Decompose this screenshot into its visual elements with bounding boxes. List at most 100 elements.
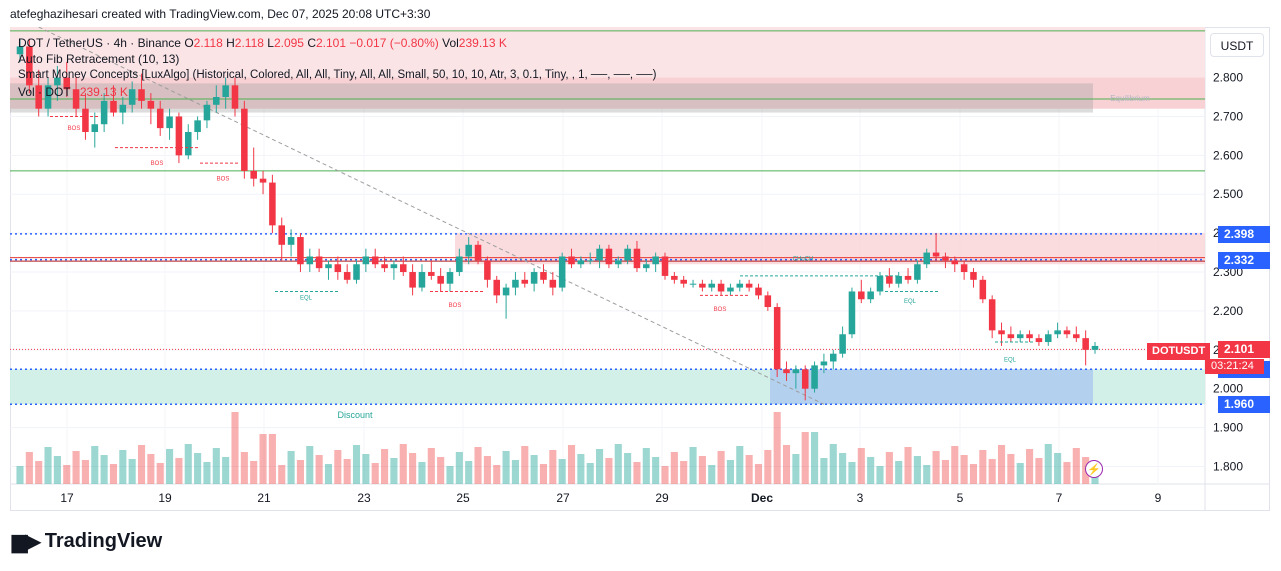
legend-symbol[interactable]: DOT / TetherUS · 4h · Binance: [18, 36, 181, 50]
candle[interactable]: [923, 252, 931, 265]
candle[interactable]: [951, 260, 959, 265]
candle[interactable]: [736, 283, 744, 288]
candle[interactable]: [194, 120, 201, 133]
candle[interactable]: [521, 279, 529, 284]
candle[interactable]: [652, 256, 659, 265]
lightning-icon[interactable]: ⚡: [1085, 460, 1103, 478]
candle[interactable]: [147, 100, 155, 109]
candle[interactable]: [1007, 334, 1015, 339]
candle[interactable]: [1082, 338, 1089, 350]
candle[interactable]: [334, 264, 342, 273]
candle[interactable]: [287, 237, 295, 245]
candle[interactable]: [1044, 334, 1052, 343]
candle[interactable]: [446, 272, 454, 284]
candle[interactable]: [886, 275, 893, 284]
candle[interactable]: [315, 256, 323, 269]
candle[interactable]: [184, 132, 192, 156]
candle[interactable]: [278, 225, 286, 245]
candle[interactable]: [633, 248, 641, 269]
candle[interactable]: [297, 237, 304, 265]
candle[interactable]: [26, 46, 33, 86]
candle[interactable]: [502, 287, 510, 296]
candle[interactable]: [530, 272, 538, 284]
candle[interactable]: [259, 178, 267, 183]
candle[interactable]: [166, 116, 173, 129]
candle[interactable]: [325, 264, 332, 269]
candle[interactable]: [792, 369, 800, 374]
candle[interactable]: [399, 264, 407, 273]
candle[interactable]: [680, 279, 687, 284]
candle[interactable]: [783, 369, 790, 374]
candle[interactable]: [54, 77, 61, 86]
candle[interactable]: [213, 97, 220, 105]
candle[interactable]: [100, 100, 108, 125]
candle[interactable]: [390, 264, 398, 269]
candle[interactable]: [624, 248, 631, 261]
candle[interactable]: [128, 89, 136, 105]
candle[interactable]: [138, 89, 145, 101]
candle[interactable]: [362, 256, 370, 265]
candle[interactable]: [773, 307, 781, 370]
candle[interactable]: [72, 89, 80, 109]
candle[interactable]: [241, 108, 248, 171]
candle[interactable]: [614, 260, 622, 265]
candle[interactable]: [699, 283, 706, 288]
candle[interactable]: [661, 256, 669, 276]
candle[interactable]: [829, 353, 837, 362]
candle[interactable]: [755, 287, 762, 296]
candle[interactable]: [998, 330, 1005, 335]
candle[interactable]: [110, 100, 117, 113]
candle[interactable]: [1054, 330, 1061, 335]
candle[interactable]: [119, 104, 127, 113]
candle[interactable]: [156, 108, 164, 129]
candle[interactable]: [222, 85, 229, 98]
candle[interactable]: [596, 248, 603, 261]
candle[interactable]: [979, 279, 987, 300]
candle[interactable]: [306, 256, 314, 265]
price-chart[interactable]: 2.8002.7002.6002.5002.4002.3002.2002.100…: [10, 27, 1270, 511]
candle[interactable]: [904, 275, 912, 280]
candle[interactable]: [914, 264, 921, 280]
candle[interactable]: [1026, 334, 1033, 339]
candle[interactable]: [474, 244, 482, 261]
candle[interactable]: [932, 252, 940, 257]
candle[interactable]: [605, 248, 613, 265]
candle[interactable]: [727, 287, 734, 292]
candle[interactable]: [35, 85, 42, 109]
candle[interactable]: [91, 124, 99, 133]
candle[interactable]: [231, 85, 239, 109]
candle[interactable]: [988, 299, 996, 331]
tradingview-logo[interactable]: ▆▶ TradingView: [12, 529, 162, 554]
candle[interactable]: [512, 279, 519, 288]
candle[interactable]: [942, 256, 949, 261]
candle[interactable]: [540, 272, 547, 280]
candle[interactable]: [801, 369, 809, 389]
candle[interactable]: [970, 272, 977, 280]
candle[interactable]: [428, 272, 435, 276]
candle[interactable]: [418, 272, 426, 288]
candle[interactable]: [269, 182, 276, 226]
candle[interactable]: [643, 264, 650, 269]
candle[interactable]: [568, 256, 575, 265]
candle[interactable]: [820, 361, 828, 366]
candle[interactable]: [44, 85, 52, 109]
candle[interactable]: [493, 279, 501, 296]
candle[interactable]: [867, 291, 874, 300]
candle[interactable]: [381, 264, 388, 269]
candle[interactable]: [343, 272, 351, 280]
candle[interactable]: [484, 260, 491, 280]
candle[interactable]: [1035, 338, 1043, 343]
candle[interactable]: [708, 283, 716, 288]
candle[interactable]: [16, 46, 24, 55]
candle[interactable]: [409, 272, 416, 288]
candle[interactable]: [876, 275, 884, 292]
candle[interactable]: [465, 244, 472, 257]
vol-indicator-row[interactable]: Vol · DOT 239.13 K: [18, 84, 128, 100]
candle[interactable]: [848, 291, 856, 335]
candle[interactable]: [63, 77, 71, 90]
candle[interactable]: [577, 260, 585, 265]
candle[interactable]: [811, 365, 818, 389]
candle[interactable]: [586, 260, 594, 262]
candle[interactable]: [549, 279, 557, 288]
currency-selector[interactable]: USDT: [1210, 33, 1264, 57]
